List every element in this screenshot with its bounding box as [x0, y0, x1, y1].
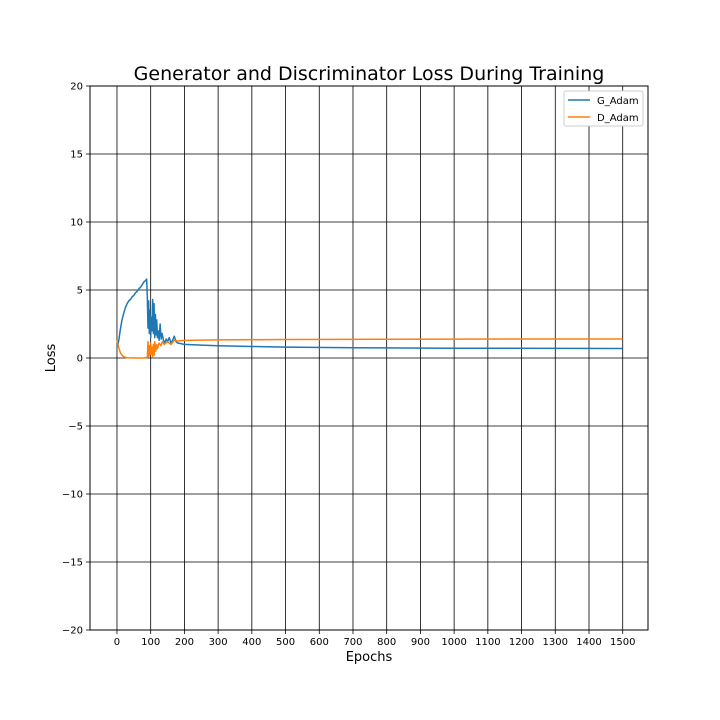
y-tick-label: 0	[77, 354, 83, 365]
x-tick-label: 300	[209, 637, 228, 648]
y-tick-label: −15	[62, 558, 83, 569]
legend-label-g-adam: G_Adam	[597, 96, 639, 107]
y-tick-label: 15	[70, 150, 83, 161]
x-tick-label: 1500	[610, 637, 635, 648]
legend: G_Adam D_Adam	[564, 91, 643, 126]
x-tick-label: 400	[242, 637, 261, 648]
x-tick-label: 1400	[576, 637, 601, 648]
x-tick-label: 900	[411, 637, 430, 648]
x-tick-label: 1000	[441, 637, 466, 648]
y-tick-label: −5	[68, 422, 83, 433]
x-tick-label: 0	[114, 637, 120, 648]
x-tick-label: 1100	[475, 637, 500, 648]
x-tick-label: 100	[141, 637, 160, 648]
y-tick-label: 20	[70, 82, 83, 93]
y-tick-label: 5	[77, 286, 83, 297]
y-tick-label: −10	[62, 490, 83, 501]
legend-label-d-adam: D_Adam	[597, 113, 639, 124]
x-tick-label: 500	[276, 637, 295, 648]
x-tick-label: 600	[310, 637, 329, 648]
x-tick-label: 1300	[543, 637, 568, 648]
x-axis-label: Epochs	[346, 650, 393, 665]
x-tick-label: 700	[343, 637, 362, 648]
chart-title: Generator and Discriminator Loss During …	[134, 63, 605, 85]
y-tick-label: −20	[62, 626, 83, 637]
y-axis-label: Loss	[44, 344, 59, 373]
x-tick-label: 200	[175, 637, 194, 648]
x-tick-label: 800	[377, 637, 396, 648]
x-tick-label: 1200	[509, 637, 534, 648]
y-tick-label: 10	[70, 218, 83, 229]
